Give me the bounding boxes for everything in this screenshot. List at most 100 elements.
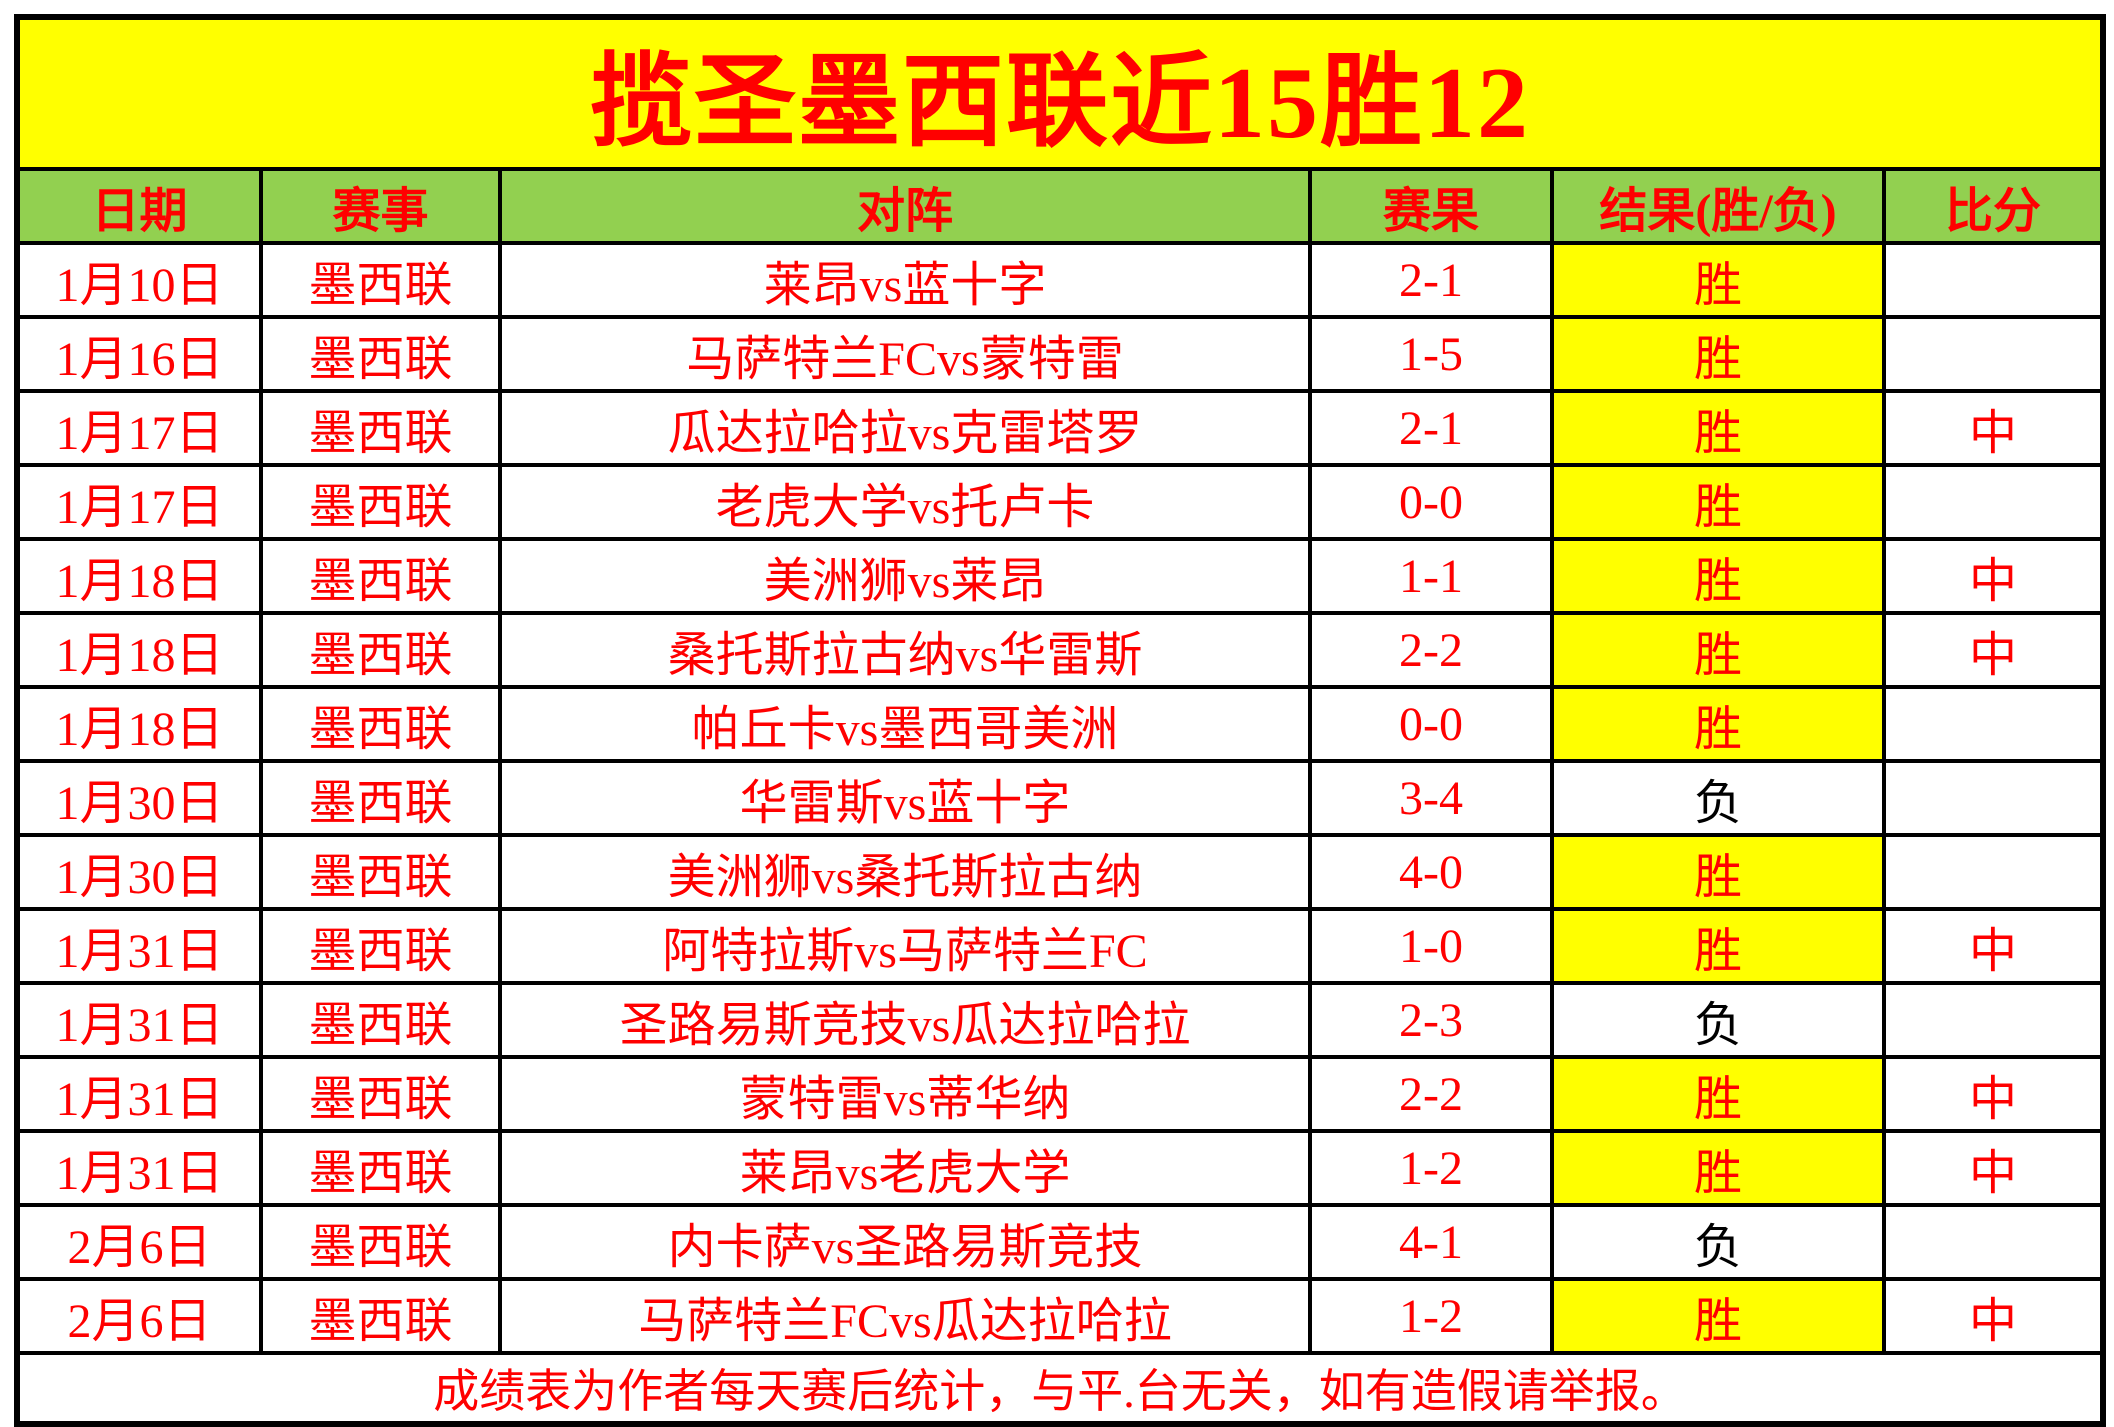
match-cell: 马萨特兰FCvs蒙特雷 (498, 315, 1312, 393)
date-cell: 1月31日 (15, 1055, 263, 1133)
league-cell: 墨西联 (259, 1203, 502, 1281)
league-cell: 墨西联 (259, 389, 502, 467)
score-cell: 4-1 (1308, 1203, 1554, 1281)
match-cell: 华雷斯vs蓝十字 (498, 759, 1312, 837)
match-cell: 莱昂vs蓝十字 (498, 241, 1312, 319)
score-cell: 2-2 (1308, 611, 1554, 689)
result-cell: 胜 (1550, 315, 1886, 393)
score-cell: 2-3 (1308, 981, 1554, 1059)
score-cell: 3-4 (1308, 759, 1554, 837)
score-cell: 2-1 (1308, 241, 1554, 319)
result-cell: 胜 (1550, 907, 1886, 985)
table-row: 1月16日 墨西联 马萨特兰FCvs蒙特雷 1-5 胜 (15, 315, 2106, 393)
league-cell: 墨西联 (259, 1055, 502, 1133)
title-row: 揽圣墨西联近15胜12 (14, 15, 2106, 171)
match-cell: 阿特拉斯vs马萨特兰FC (498, 907, 1312, 985)
score-cell: 0-0 (1308, 463, 1554, 541)
table-row: 1月30日 墨西联 华雷斯vs蓝十字 3-4 负 (15, 759, 2106, 837)
date-cell: 1月17日 (15, 463, 263, 541)
hit-cell (1881, 759, 2106, 837)
date-cell: 1月31日 (15, 907, 263, 985)
col-header-score: 赛果 (1308, 167, 1554, 245)
match-cell: 内卡萨vs圣路易斯竞技 (498, 1203, 1312, 1281)
match-cell: 老虎大学vs托卢卡 (498, 463, 1312, 541)
hit-cell: 中 (1881, 1055, 2106, 1133)
result-cell: 负 (1550, 1203, 1886, 1281)
league-cell: 墨西联 (259, 759, 502, 837)
date-cell: 1月16日 (15, 315, 263, 393)
league-cell: 墨西联 (259, 537, 502, 615)
result-cell: 胜 (1550, 1129, 1886, 1207)
league-cell: 墨西联 (259, 685, 502, 763)
table-row: 1月18日 墨西联 美洲狮vs莱昂 1-1 胜 中 (15, 537, 2106, 615)
hit-cell (1881, 1203, 2106, 1281)
date-cell: 1月31日 (15, 981, 263, 1059)
result-cell: 胜 (1550, 389, 1886, 467)
hit-cell: 中 (1881, 537, 2106, 615)
table-row: 1月17日 墨西联 瓜达拉哈拉vs克雷塔罗 2-1 胜 中 (15, 389, 2106, 467)
score-cell: 1-1 (1308, 537, 1554, 615)
result-cell: 胜 (1550, 833, 1886, 911)
hit-cell: 中 (1881, 1129, 2106, 1207)
table-row: 2月6日 墨西联 马萨特兰FCvs瓜达拉哈拉 1-2 胜 中 (15, 1277, 2106, 1355)
match-cell: 美洲狮vs桑托斯拉古纳 (498, 833, 1312, 911)
table-row: 1月31日 墨西联 阿特拉斯vs马萨特兰FC 1-0 胜 中 (15, 907, 2106, 985)
score-cell: 1-2 (1308, 1277, 1554, 1355)
league-cell: 墨西联 (259, 315, 502, 393)
result-cell: 负 (1550, 981, 1886, 1059)
match-cell: 帕丘卡vs墨西哥美洲 (498, 685, 1312, 763)
date-cell: 1月18日 (15, 611, 263, 689)
hit-cell (1881, 241, 2106, 319)
hit-cell (1881, 981, 2106, 1059)
results-table: 揽圣墨西联近15胜12 日期 赛事 对阵 赛果 结果(胜/负) 比分 1月10日… (14, 14, 2107, 1427)
hit-cell: 中 (1881, 389, 2106, 467)
table-row: 1月31日 墨西联 蒙特雷vs蒂华纳 2-2 胜 中 (15, 1055, 2106, 1133)
table-row: 1月18日 墨西联 桑托斯拉古纳vs华雷斯 2-2 胜 中 (15, 611, 2106, 689)
score-cell: 1-2 (1308, 1129, 1554, 1207)
col-header-date: 日期 (15, 167, 263, 245)
result-cell: 胜 (1550, 685, 1886, 763)
table-row: 1月18日 墨西联 帕丘卡vs墨西哥美洲 0-0 胜 (15, 685, 2106, 763)
table-row: 1月31日 墨西联 圣路易斯竞技vs瓜达拉哈拉 2-3 负 (15, 981, 2106, 1059)
hit-cell: 中 (1881, 1277, 2106, 1355)
match-cell: 圣路易斯竞技vs瓜达拉哈拉 (498, 981, 1312, 1059)
date-cell: 2月6日 (15, 1277, 263, 1355)
table-row: 1月17日 墨西联 老虎大学vs托卢卡 0-0 胜 (15, 463, 2106, 541)
date-cell: 1月31日 (15, 1129, 263, 1207)
footer-note: 成绩表为作者每天赛后统计，与平.台无关，如有造假请举报。 (14, 1351, 2106, 1426)
result-cell: 胜 (1550, 537, 1886, 615)
table-row: 1月10日 墨西联 莱昂vs蓝十字 2-1 胜 (15, 241, 2106, 319)
result-cell: 胜 (1550, 241, 1886, 319)
league-cell: 墨西联 (259, 1129, 502, 1207)
result-cell: 负 (1550, 759, 1886, 837)
result-cell: 胜 (1550, 463, 1886, 541)
page-title: 揽圣墨西联近15胜12 (14, 15, 2106, 171)
score-cell: 1-5 (1308, 315, 1554, 393)
score-cell: 2-1 (1308, 389, 1554, 467)
league-cell: 墨西联 (259, 241, 502, 319)
result-cell: 胜 (1550, 1277, 1886, 1355)
hit-cell: 中 (1881, 907, 2106, 985)
league-cell: 墨西联 (259, 907, 502, 985)
result-cell: 胜 (1550, 611, 1886, 689)
match-cell: 莱昂vs老虎大学 (498, 1129, 1312, 1207)
score-cell: 0-0 (1308, 685, 1554, 763)
hit-cell (1881, 685, 2106, 763)
score-cell: 4-0 (1308, 833, 1554, 911)
table-row: 1月30日 墨西联 美洲狮vs桑托斯拉古纳 4-0 胜 (15, 833, 2106, 911)
league-cell: 墨西联 (259, 463, 502, 541)
date-cell: 1月30日 (15, 759, 263, 837)
footer-row: 成绩表为作者每天赛后统计，与平.台无关，如有造假请举报。 (14, 1351, 2106, 1426)
date-cell: 1月30日 (15, 833, 263, 911)
date-cell: 1月17日 (15, 389, 263, 467)
match-cell: 马萨特兰FCvs瓜达拉哈拉 (498, 1277, 1312, 1355)
match-cell: 瓜达拉哈拉vs克雷塔罗 (498, 389, 1312, 467)
hit-cell (1881, 463, 2106, 541)
table-row: 2月6日 墨西联 内卡萨vs圣路易斯竞技 4-1 负 (15, 1203, 2106, 1281)
col-header-result: 结果(胜/负) (1550, 167, 1886, 245)
league-cell: 墨西联 (259, 1277, 502, 1355)
table-row: 1月31日 墨西联 莱昂vs老虎大学 1-2 胜 中 (15, 1129, 2106, 1207)
match-cell: 美洲狮vs莱昂 (498, 537, 1312, 615)
date-cell: 1月18日 (15, 537, 263, 615)
